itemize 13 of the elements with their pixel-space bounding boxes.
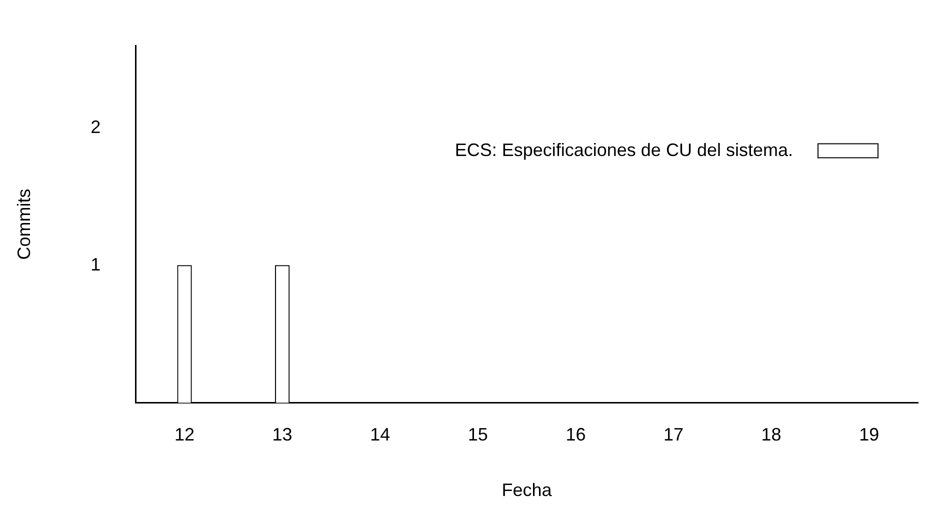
x-tick-label: 12: [174, 424, 195, 445]
x-tick-label: 18: [761, 424, 782, 445]
x-tick-label: 19: [859, 424, 880, 445]
y-axis-title: Commits: [14, 188, 34, 260]
text: ECS: Especificaciones de CU del sistema.: [454, 140, 793, 160]
y-tick-label: 2: [90, 117, 101, 138]
x-axis-title: Fecha: [502, 480, 553, 500]
y-tick-label: 1: [90, 254, 101, 274]
x-tick-label: 15: [468, 424, 488, 445]
x-tick-label: 16: [566, 424, 586, 445]
x-tick-label: 17: [663, 424, 684, 445]
x-tick-label: 14: [370, 424, 390, 445]
x-tick-label: 13: [272, 424, 292, 445]
